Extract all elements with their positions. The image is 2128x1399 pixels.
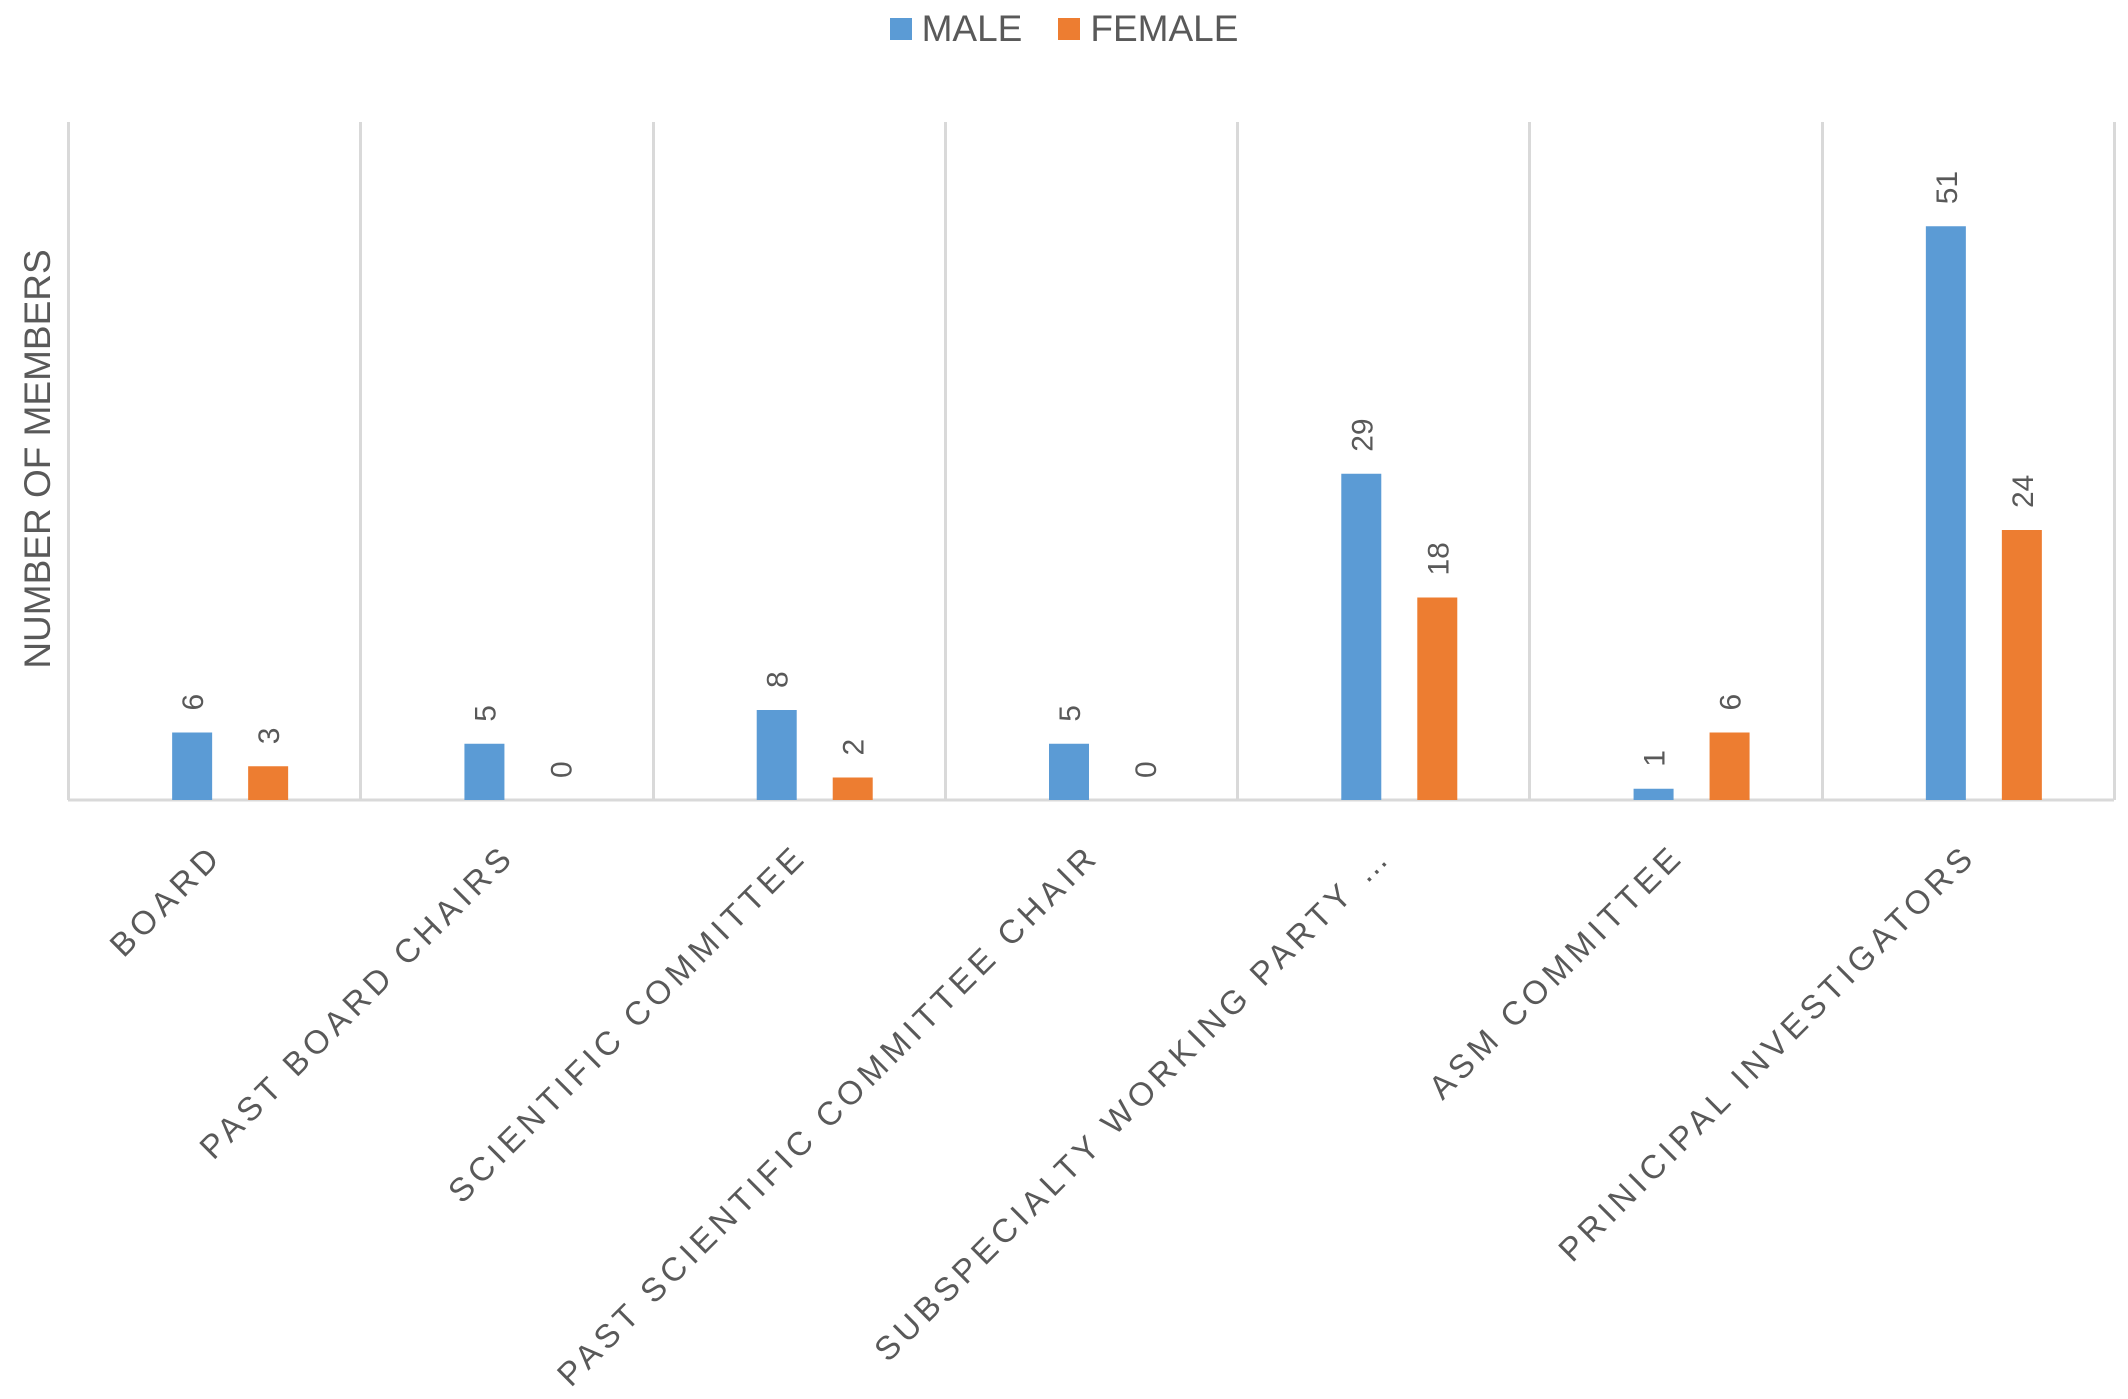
data-label: 51 (1931, 171, 1964, 204)
legend-swatch (889, 18, 912, 40)
legend-label: MALE (921, 8, 1023, 49)
legend-swatch (1058, 18, 1081, 40)
data-label: 3 (253, 728, 286, 745)
bar-male (1633, 788, 1674, 800)
bar-male (1341, 473, 1382, 800)
data-label: 2 (838, 739, 871, 756)
data-label: 5 (469, 705, 502, 722)
data-label: 5 (1054, 705, 1087, 722)
x-tick-label: PAST BOARD CHAIRS (192, 837, 521, 1166)
bar-male (464, 743, 505, 800)
data-label: 6 (177, 694, 210, 711)
x-tick-label: PAST SCIENTIFIC COMMITTEE CHAIR (550, 837, 1106, 1393)
y-axis-label: NUMBER OF MEMBERS (17, 249, 58, 668)
legend-item-female: FEMALE (1058, 8, 1238, 50)
data-label: 6 (1715, 694, 1748, 711)
data-label: 0 (545, 761, 578, 778)
data-label: 18 (1422, 542, 1455, 575)
data-label: 29 (1346, 418, 1379, 451)
chart-legend: MALE FEMALE (0, 8, 2128, 50)
data-label: 0 (1130, 761, 1163, 778)
bar-male (1049, 743, 1089, 800)
legend-label: FEMALE (1090, 8, 1239, 49)
data-label: 1 (1639, 750, 1672, 767)
bar-female (832, 777, 873, 800)
legend-item-male: MALE (889, 8, 1023, 50)
bar-female (1417, 597, 1458, 800)
data-label: 24 (2007, 475, 2040, 508)
data-label: 8 (762, 671, 795, 688)
bar-female (1709, 732, 1750, 800)
x-tick-label: ASM COMMITTEE (1421, 837, 1690, 1106)
bar-male (172, 732, 213, 800)
bar-male (756, 710, 797, 800)
bar-female (248, 766, 289, 800)
bar-male (1925, 226, 1966, 800)
x-tick-label: BOARD (102, 837, 229, 964)
bar-female (2001, 530, 2042, 800)
x-tick-label: SUBSPECIALTY WORKING PARTY … (867, 837, 1398, 1368)
x-tick-label: SCIENTIFIC COMMITTEE (441, 837, 814, 1210)
